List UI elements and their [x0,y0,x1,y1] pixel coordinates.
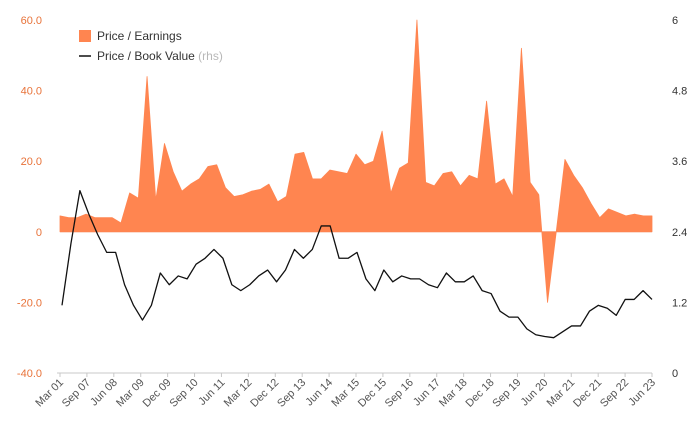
x-tick-label: Sep 19 [490,377,523,410]
y-right-tick-label: 1.2 [672,297,687,309]
legend-label-pb-main: Price / Book Value [97,49,198,63]
y-right-tick-label: 3.6 [672,156,687,168]
series-area-pe [59,19,653,303]
x-tick-label: Mar 01 [33,377,66,410]
x-tick-label: Jun 14 [303,377,335,409]
y-left-tick-label: 0 [36,227,42,239]
x-tick-label: Jun 20 [519,377,551,409]
y-left-tick-label: 60.0 [21,15,42,27]
x-tick-label: Sep 22 [598,377,631,410]
x-tick-label: Dec 09 [141,377,174,410]
legend-label-pe: Price / Earnings [97,29,182,43]
y-left-tick-label: -20.0 [17,297,42,309]
x-tick-label: Dec 18 [464,377,497,410]
x-tick-label: Mar 12 [222,377,255,410]
x-tick-label: Mar 09 [114,377,147,410]
y-right-tick-label: 6 [672,15,678,27]
legend-swatch-pe [79,30,91,42]
y-right-tick-label: 4.8 [672,86,687,98]
y-right-tick-label: 2.4 [672,227,687,239]
y-left-tick-label: 40.0 [21,86,42,98]
x-tick-label: Dec 12 [248,377,281,410]
x-tick-label: Sep 07 [60,377,93,410]
y-left-tick-label: -40.0 [17,368,42,380]
x-tick-label: Mar 15 [329,377,362,410]
legend-label-pb-suffix: (rhs) [198,49,223,63]
x-tick-label: Dec 21 [571,377,604,410]
x-tick-label: Jun 23 [626,377,658,409]
x-tick-label: Sep 10 [168,377,201,410]
y-left-tick-label: 20.0 [21,156,42,168]
x-tick-label: Sep 13 [275,377,308,410]
series-line-pb [61,189,653,339]
y-right-tick-label: 0 [672,368,678,380]
legend-label-pb: Price / Book Value (rhs) [97,49,223,63]
x-tick-label: Jun 08 [88,377,120,409]
x-tick-label: Mar 18 [437,377,470,410]
x-tick-label: Mar 21 [545,377,578,410]
x-tick-label: Dec 15 [356,377,389,410]
x-tick-label: Jun 17 [411,377,443,409]
x-tick-label: Sep 16 [383,377,416,410]
